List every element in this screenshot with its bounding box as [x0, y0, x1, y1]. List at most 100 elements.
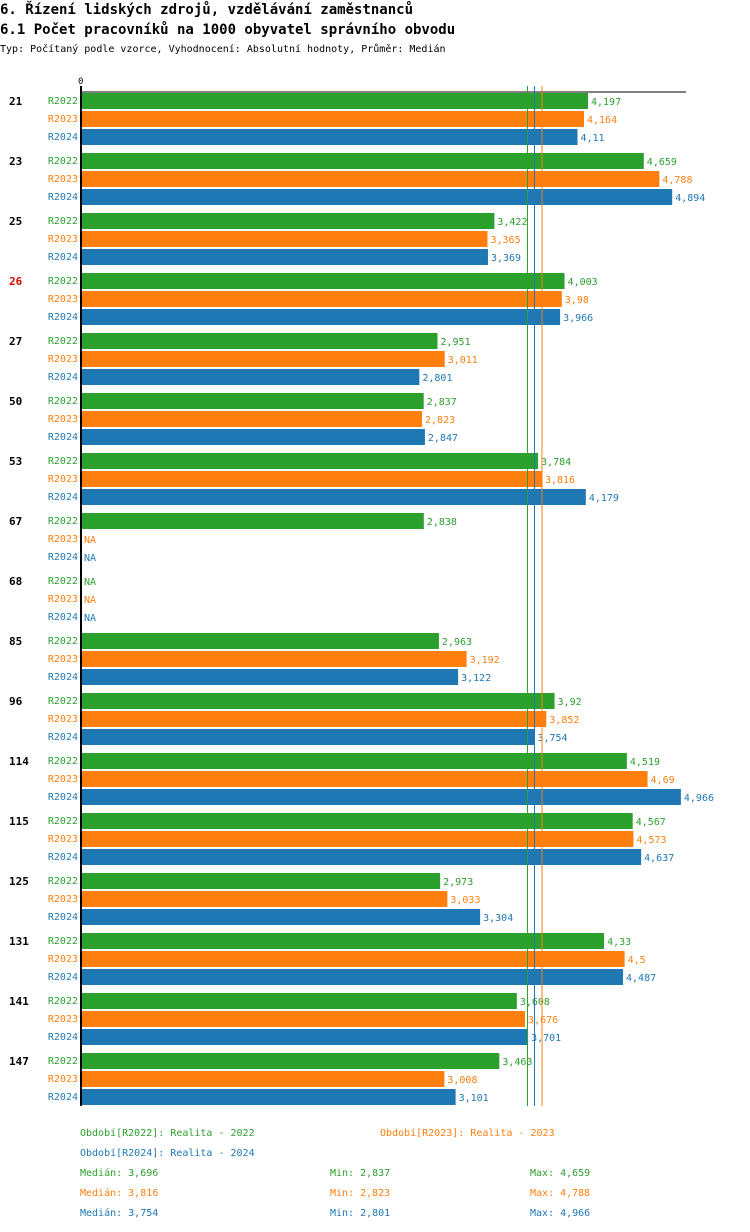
series-label: R2022 [48, 756, 78, 767]
series-label: R2024 [48, 1032, 78, 1043]
series-label: R2022 [48, 636, 78, 647]
data-label: 4,003 [568, 277, 598, 288]
series-label: R2024 [48, 672, 78, 683]
series-label: R2023 [48, 954, 78, 965]
bar [81, 309, 561, 325]
stat-min-r2024: Min: 2,801 [330, 1208, 391, 1219]
data-label: 3,011 [448, 355, 478, 366]
data-label: 3,304 [483, 913, 513, 924]
data-label: 2,963 [442, 637, 472, 648]
bar [81, 669, 459, 685]
x-tick-label: 0 [78, 77, 83, 87]
category-label: 131 [9, 935, 29, 948]
series-label: R2024 [48, 912, 78, 923]
series-label: R2022 [48, 936, 78, 947]
data-label: 4,487 [626, 973, 656, 984]
bar [81, 909, 481, 925]
data-label: 4,5 [628, 955, 646, 966]
bar [81, 93, 588, 109]
category-label: 114 [9, 755, 29, 768]
data-label: 4,966 [684, 793, 714, 804]
category-label: 68 [9, 575, 22, 588]
bar [81, 651, 467, 667]
data-label: NA [84, 535, 96, 546]
stat-min-r2023: Min: 2,823 [330, 1188, 391, 1199]
series-label: R2022 [48, 456, 78, 467]
bar [81, 1089, 456, 1105]
bar [81, 513, 424, 529]
chart-meta: Typ: Počítaný podle vzorce, Vyhodnocení:… [0, 44, 446, 55]
stat-median-r2024: Medián: 3,754 [80, 1208, 159, 1219]
bar [81, 369, 420, 385]
bar [81, 231, 488, 247]
bar [81, 933, 605, 949]
category-label: 26 [9, 275, 23, 288]
data-label: 2,823 [425, 415, 455, 426]
series-label: R2022 [48, 276, 78, 287]
series-label: R2024 [48, 852, 78, 863]
category-label: 50 [9, 395, 22, 408]
bar [81, 189, 673, 205]
data-label: 2,838 [427, 517, 457, 528]
data-label: 3,701 [531, 1033, 561, 1044]
series-label: R2023 [48, 654, 78, 665]
series-label: R2024 [48, 252, 78, 263]
category-label: 67 [9, 515, 22, 528]
series-label: R2024 [48, 972, 78, 983]
series-label: R2023 [48, 894, 78, 905]
stat-median-r2023: Medián: 3,816 [80, 1188, 159, 1199]
series-label: R2023 [48, 1074, 78, 1085]
data-label: 3,852 [549, 715, 579, 726]
data-label: 3,966 [563, 313, 593, 324]
data-label: 3,365 [490, 235, 520, 246]
data-label: 2,837 [427, 397, 457, 408]
series-label: R2023 [48, 294, 78, 305]
bar [81, 813, 633, 829]
data-label: 4,179 [589, 493, 619, 504]
bar [81, 393, 424, 409]
bar [81, 873, 441, 889]
data-label: 4,894 [675, 193, 705, 204]
bar [81, 171, 660, 187]
bar [81, 693, 555, 709]
data-label: 3,463 [502, 1057, 532, 1068]
series-label: R2023 [48, 714, 78, 725]
stat-median-r2022: Medián: 3,696 [80, 1168, 159, 1179]
bar [81, 471, 542, 487]
data-label: 2,847 [428, 433, 458, 444]
data-label: 3,033 [450, 895, 480, 906]
series-label: R2022 [48, 816, 78, 827]
data-label: 3,008 [447, 1075, 477, 1086]
bar [81, 831, 634, 847]
series-label: R2023 [48, 474, 78, 485]
data-label: 4,69 [651, 775, 675, 786]
series-label: R2022 [48, 996, 78, 1007]
bar [81, 771, 648, 787]
bar [81, 951, 625, 967]
series-label: R2024 [48, 792, 78, 803]
series-label: R2024 [48, 492, 78, 503]
data-label: 3,754 [537, 733, 567, 744]
data-label: 4,519 [630, 757, 660, 768]
series-label: R2024 [48, 372, 78, 383]
category-label: 53 [9, 455, 22, 468]
bar [81, 153, 644, 169]
data-label: 3,192 [470, 655, 500, 666]
series-label: R2022 [48, 216, 78, 227]
category-label: 23 [9, 155, 22, 168]
category-label: 115 [9, 815, 29, 828]
bar [81, 1011, 526, 1027]
bar [81, 969, 624, 985]
series-label: R2023 [48, 534, 78, 545]
series-label: R2024 [48, 192, 78, 203]
bar [81, 429, 425, 445]
data-label: 3,92 [558, 697, 582, 708]
data-label: 4,659 [647, 157, 677, 168]
series-label: R2024 [48, 732, 78, 743]
data-label: 3,122 [461, 673, 491, 684]
series-label: R2024 [48, 312, 78, 323]
series-label: R2023 [48, 174, 78, 185]
series-label: R2022 [48, 876, 78, 887]
bar [81, 453, 539, 469]
series-label: R2023 [48, 1014, 78, 1025]
